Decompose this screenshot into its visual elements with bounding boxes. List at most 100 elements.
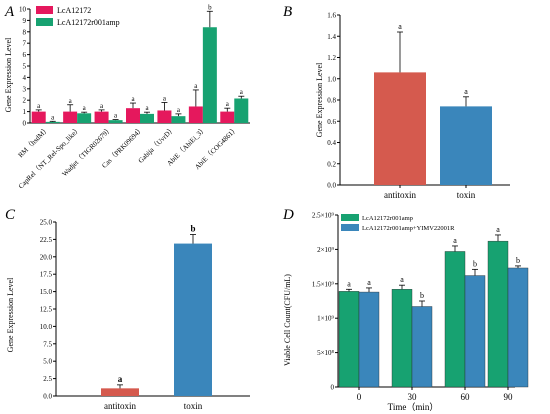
- panel-d-sig-label: b: [420, 291, 424, 300]
- panel-c-ytick-label: 12.5: [40, 306, 53, 314]
- panel-a-category-label: RM（hsdM）: [17, 125, 52, 160]
- panel-a-bar: [188, 106, 203, 123]
- panel-a-legend-label: LcA12172r001amp: [57, 18, 120, 27]
- panel-a-ytick-label: 1: [23, 108, 27, 116]
- panel-a-ylabel: Gene Expression Level: [4, 37, 13, 112]
- panel-b-ytick-label: 0.8: [327, 97, 336, 105]
- panel-a-ytick-label: 3: [23, 85, 27, 93]
- panel-d-category-label: 30: [408, 392, 418, 402]
- panel-b-ytick-label: 1.6: [327, 12, 336, 20]
- panel-a-ytick-label: 9: [23, 17, 27, 25]
- panel-a-sig-label: a: [100, 102, 104, 110]
- panel-b-ytick-label: 0.0: [327, 182, 336, 190]
- panel-a-bar: [45, 121, 60, 123]
- panel-b-sig-label: a: [398, 22, 402, 31]
- panel-d-category-label: 0: [357, 392, 362, 402]
- panel-c-ytick-label: 2.5: [43, 375, 52, 383]
- panel-a-sig-label: a: [163, 94, 167, 102]
- panel-b-ytick-label: 0.2: [327, 160, 336, 168]
- panel-d-letter: D: [282, 207, 294, 223]
- panel-d: D Viable Cell Count(CFU/mL) Time（min） 0 5…: [282, 207, 529, 412]
- panel-b: B Gene Expression Level 0.0 0.2 0.4 0.6 0.8 1…: [283, 4, 510, 200]
- panel-d-ylabel: Viable Cell Count(CFU/mL): [283, 274, 292, 366]
- panel-b-ytick-label: 1.4: [327, 33, 336, 41]
- panel-d-legend-label: LcA12172r001amp: [362, 215, 413, 222]
- panel-d-sig-label: a: [347, 279, 351, 288]
- panel-a-legend-swatch: [36, 6, 53, 14]
- panel-a-sig-label: a: [51, 113, 55, 121]
- panel-a-sig-label: a: [226, 100, 230, 108]
- panel-d-ytick-label: 2.5×10⁹: [312, 212, 335, 220]
- panel-a-bar: [94, 111, 109, 123]
- panel-d-bar: [358, 291, 380, 388]
- panel-d-legend-swatch: [341, 224, 359, 231]
- panel-a-sig-label: a: [177, 106, 181, 114]
- panel-d-ytick-label: 0: [331, 384, 335, 392]
- panel-d-sig-label: a: [496, 225, 500, 234]
- panel-a-ytick-label: 4: [23, 74, 27, 82]
- panel-d-sig-label: a: [367, 278, 371, 287]
- panel-b-category-label: antitoxin: [384, 190, 416, 200]
- panel-a-sig-label: b: [208, 3, 212, 11]
- panel-d-sig-label: b: [473, 259, 477, 268]
- panel-d-ytick-label: 1×10⁹: [317, 315, 334, 323]
- panel-a-sig-label: a: [69, 97, 73, 105]
- panel-a-bar: [171, 116, 186, 123]
- panel-d-ytick-label: 1.5×10⁹: [312, 280, 335, 288]
- panel-d-bar: [507, 267, 529, 388]
- panel-d-sig-label: a: [400, 275, 404, 284]
- panel-d-ytick-label: 2×10⁹: [317, 246, 334, 254]
- panel-a: A Gene Expression Level 0 1 2 3 4 5 6 7 8 9 10 a a RM…: [4, 3, 250, 190]
- panel-a-legend-swatch: [36, 18, 53, 26]
- panel-a-category-label: CapRel（NT_Rel-Spo_like）: [17, 125, 83, 191]
- panel-d-sig-label: a: [453, 236, 457, 245]
- panel-d-bar: [464, 275, 486, 388]
- panel-a-sig-label: a: [83, 104, 87, 112]
- panel-a-sig-label: a: [240, 88, 244, 96]
- panel-c-ytick-label: 22.5: [40, 236, 53, 244]
- panel-c-ytick-label: 25.0: [40, 219, 53, 227]
- panel-d-ytick-label: 5×10⁸: [317, 349, 334, 357]
- panel-d-category-label: 90: [504, 392, 514, 402]
- panel-c-ytick-label: 17.5: [40, 271, 53, 279]
- panel-b-ytick-label: 1.2: [327, 54, 336, 62]
- panel-c-category-label: toxin: [184, 401, 203, 411]
- panel-b-letter: B: [283, 4, 292, 20]
- panel-d-bar: [391, 289, 413, 388]
- panel-d-legend-swatch: [341, 214, 359, 221]
- panel-b-category-label: toxin: [457, 190, 476, 200]
- panel-c-ytick-label: 10.0: [40, 323, 53, 331]
- panel-a-ytick-label: 10: [19, 6, 27, 14]
- panel-c-ytick-label: 20.0: [40, 253, 53, 261]
- panel-a-ytick-label: 7: [23, 40, 27, 48]
- panel-a-legend-label: LcA12172: [57, 6, 91, 15]
- panel-d-legend-label: LcA12172r001amp+YIMV22001R: [362, 225, 455, 232]
- panel-a-bar: [220, 111, 235, 123]
- panel-d-bar: [444, 251, 466, 388]
- panel-a-bar: [31, 111, 46, 123]
- panel-b-ylabel: Gene Expression Level: [315, 62, 324, 137]
- panel-c-bar: [101, 388, 139, 396]
- panel-a-bar: [234, 98, 249, 123]
- panel-c-bar: [174, 243, 212, 396]
- panel-c-category-label: antitoxin: [104, 401, 136, 411]
- panel-b-ytick-label: 0.6: [327, 118, 336, 126]
- panel-c-ytick-label: 7.5: [43, 340, 52, 348]
- panel-b-bar: [374, 72, 426, 185]
- panel-c: C Gene Expression Level 0.0 2.5 5.0 7.5 10.0…: [5, 207, 250, 411]
- panel-c-ytick-label: 5.0: [43, 358, 52, 366]
- panel-a-bar: [202, 27, 217, 124]
- panel-a-bar: [126, 108, 140, 123]
- panel-b-ytick-label: 1.0: [327, 75, 336, 83]
- panel-d-category-label: 60: [461, 392, 471, 402]
- panel-a-ytick-label: 2: [23, 97, 27, 105]
- panel-a-ytick-label: 5: [23, 63, 27, 71]
- panel-d-bar: [338, 291, 360, 388]
- panel-a-sig-label: a: [114, 112, 118, 120]
- panel-c-letter: C: [5, 207, 16, 223]
- panel-a-bar: [157, 110, 172, 123]
- panel-c-ytick-label: 15.0: [40, 288, 53, 296]
- panel-c-sig-label: a: [118, 374, 123, 384]
